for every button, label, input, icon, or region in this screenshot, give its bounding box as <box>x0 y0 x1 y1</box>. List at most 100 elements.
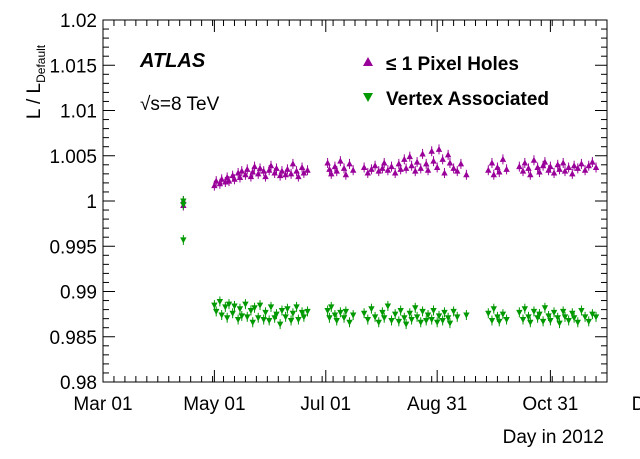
vertex-associated-point <box>519 317 527 324</box>
pixel-holes-point <box>216 180 224 187</box>
pixel-holes-point <box>273 164 280 171</box>
data-markers <box>180 144 600 330</box>
vertex-associated-point <box>229 310 236 317</box>
y-axis-label-subscript: Default <box>34 44 48 83</box>
pixel-holes-point <box>413 158 421 165</box>
legend-triangle-up-marker <box>363 57 373 66</box>
legend: ≤ 1 Pixel Holes Vertex Associated <box>363 54 549 110</box>
pixel-holes-point <box>424 166 432 173</box>
pixel-holes-point <box>450 164 457 171</box>
pixel-holes-point <box>371 162 379 169</box>
vertex-associated-point <box>408 317 415 324</box>
y-tick-label: 0.98 <box>60 373 97 394</box>
pixel-holes-point <box>541 158 549 165</box>
y-axis-label: L / LDefault <box>24 44 48 119</box>
experiment-label: ATLAS <box>139 50 206 72</box>
vertex-associated-point <box>244 314 251 321</box>
vertex-associated-point <box>388 317 395 324</box>
vertex-associated-point <box>592 314 600 321</box>
y-tick-label: 1 <box>86 192 97 213</box>
vertex-associated-point <box>581 314 589 321</box>
pixel-holes-point <box>519 167 527 174</box>
y-tick-label: 1.005 <box>49 147 97 168</box>
vertex-associated-point <box>417 319 424 326</box>
vertex-associated-point <box>278 308 286 315</box>
vertex-associated-point <box>494 314 501 321</box>
vertex-associated-point <box>223 315 231 322</box>
x-tick-labels: Mar 01 May 01 Jul 01 Aug 31 Oct 31 Dec 31 <box>73 394 640 415</box>
pixel-holes-point <box>589 158 596 165</box>
legend-triangle-down-marker <box>363 93 373 102</box>
pixel-holes-point <box>213 177 220 184</box>
vertex-associated-point <box>527 319 534 326</box>
pixel-holes-point <box>262 173 269 180</box>
vertex-associated-point <box>391 311 399 318</box>
pixel-holes-point <box>342 171 350 178</box>
pixel-holes-point <box>581 166 589 173</box>
vertex-associated-point <box>412 305 419 312</box>
pixel-holes-point <box>265 166 273 173</box>
vertex-associated-point <box>559 308 567 315</box>
vertex-associated-point <box>295 317 302 324</box>
pixel-holes-point <box>556 165 563 172</box>
pixel-holes-point <box>328 170 335 177</box>
pixel-holes-point <box>238 167 245 174</box>
vertex-associated-point <box>536 311 543 318</box>
pixel-holes-point <box>284 165 291 172</box>
pixel-holes-point <box>256 164 264 171</box>
pixel-holes-point <box>550 169 558 176</box>
vertex-associated-point <box>340 315 348 322</box>
pixel-holes-point <box>559 159 567 166</box>
pixel-holes-point <box>457 160 465 167</box>
pixel-holes-point <box>503 165 510 172</box>
pixel-holes-point <box>525 164 532 171</box>
x-tick-label: Mar 01 <box>73 394 132 415</box>
vertex-associated-point <box>381 315 388 322</box>
vertex-associated-point <box>561 314 569 321</box>
pixel-holes-point <box>441 169 448 176</box>
pixel-holes-point <box>300 169 308 176</box>
pixel-holes-point <box>561 167 569 174</box>
vertex-associated-point <box>539 318 547 325</box>
vertex-associated-point <box>242 301 249 308</box>
vertex-associated-point <box>488 317 496 324</box>
y-tick-label: 0.985 <box>49 328 97 349</box>
vertex-associated-point <box>503 317 510 324</box>
pixel-holes-point <box>536 168 543 175</box>
pixel-holes-point <box>236 173 244 180</box>
vertex-associated-point <box>324 308 331 315</box>
vertex-associated-point <box>444 315 452 322</box>
vertex-associated-point <box>406 310 413 317</box>
x-tick-label: May 01 <box>183 394 245 415</box>
vertex-associated-point <box>541 305 549 312</box>
pixel-holes-point <box>247 173 255 180</box>
pixel-holes-point <box>412 167 419 174</box>
x-tick-label: Aug 31 <box>407 394 467 415</box>
vertex-associated-point <box>216 298 224 305</box>
pixel-holes-point <box>547 163 554 170</box>
pixel-holes-point <box>397 165 404 172</box>
vertex-associated-point <box>211 302 218 309</box>
vertex-associated-point <box>300 314 308 321</box>
vertex-associated-point <box>346 319 353 326</box>
legend-label-vertex-associated: Vertex Associated <box>386 89 549 110</box>
pixel-holes-point <box>251 163 258 170</box>
pixel-holes-point <box>231 175 238 182</box>
vertex-associated-point <box>255 315 262 322</box>
pixel-holes-point <box>527 171 534 178</box>
vertex-associated-point <box>287 317 295 324</box>
pixel-holes-point <box>346 160 353 167</box>
vertex-associated-point <box>284 306 291 313</box>
pixel-holes-point <box>364 169 371 176</box>
pixel-holes-point <box>218 175 225 182</box>
vertex-associated-point <box>556 320 563 327</box>
pixel-holes-point <box>276 172 284 179</box>
pixel-holes-point <box>585 162 592 169</box>
vertex-associated-point <box>441 309 448 316</box>
pixel-holes-point <box>360 164 368 171</box>
vertex-associated-point <box>499 311 507 318</box>
vertex-associated-point <box>384 303 392 310</box>
x-axis-label: Day in 2012 <box>503 427 604 448</box>
vertex-associated-point <box>375 319 382 326</box>
